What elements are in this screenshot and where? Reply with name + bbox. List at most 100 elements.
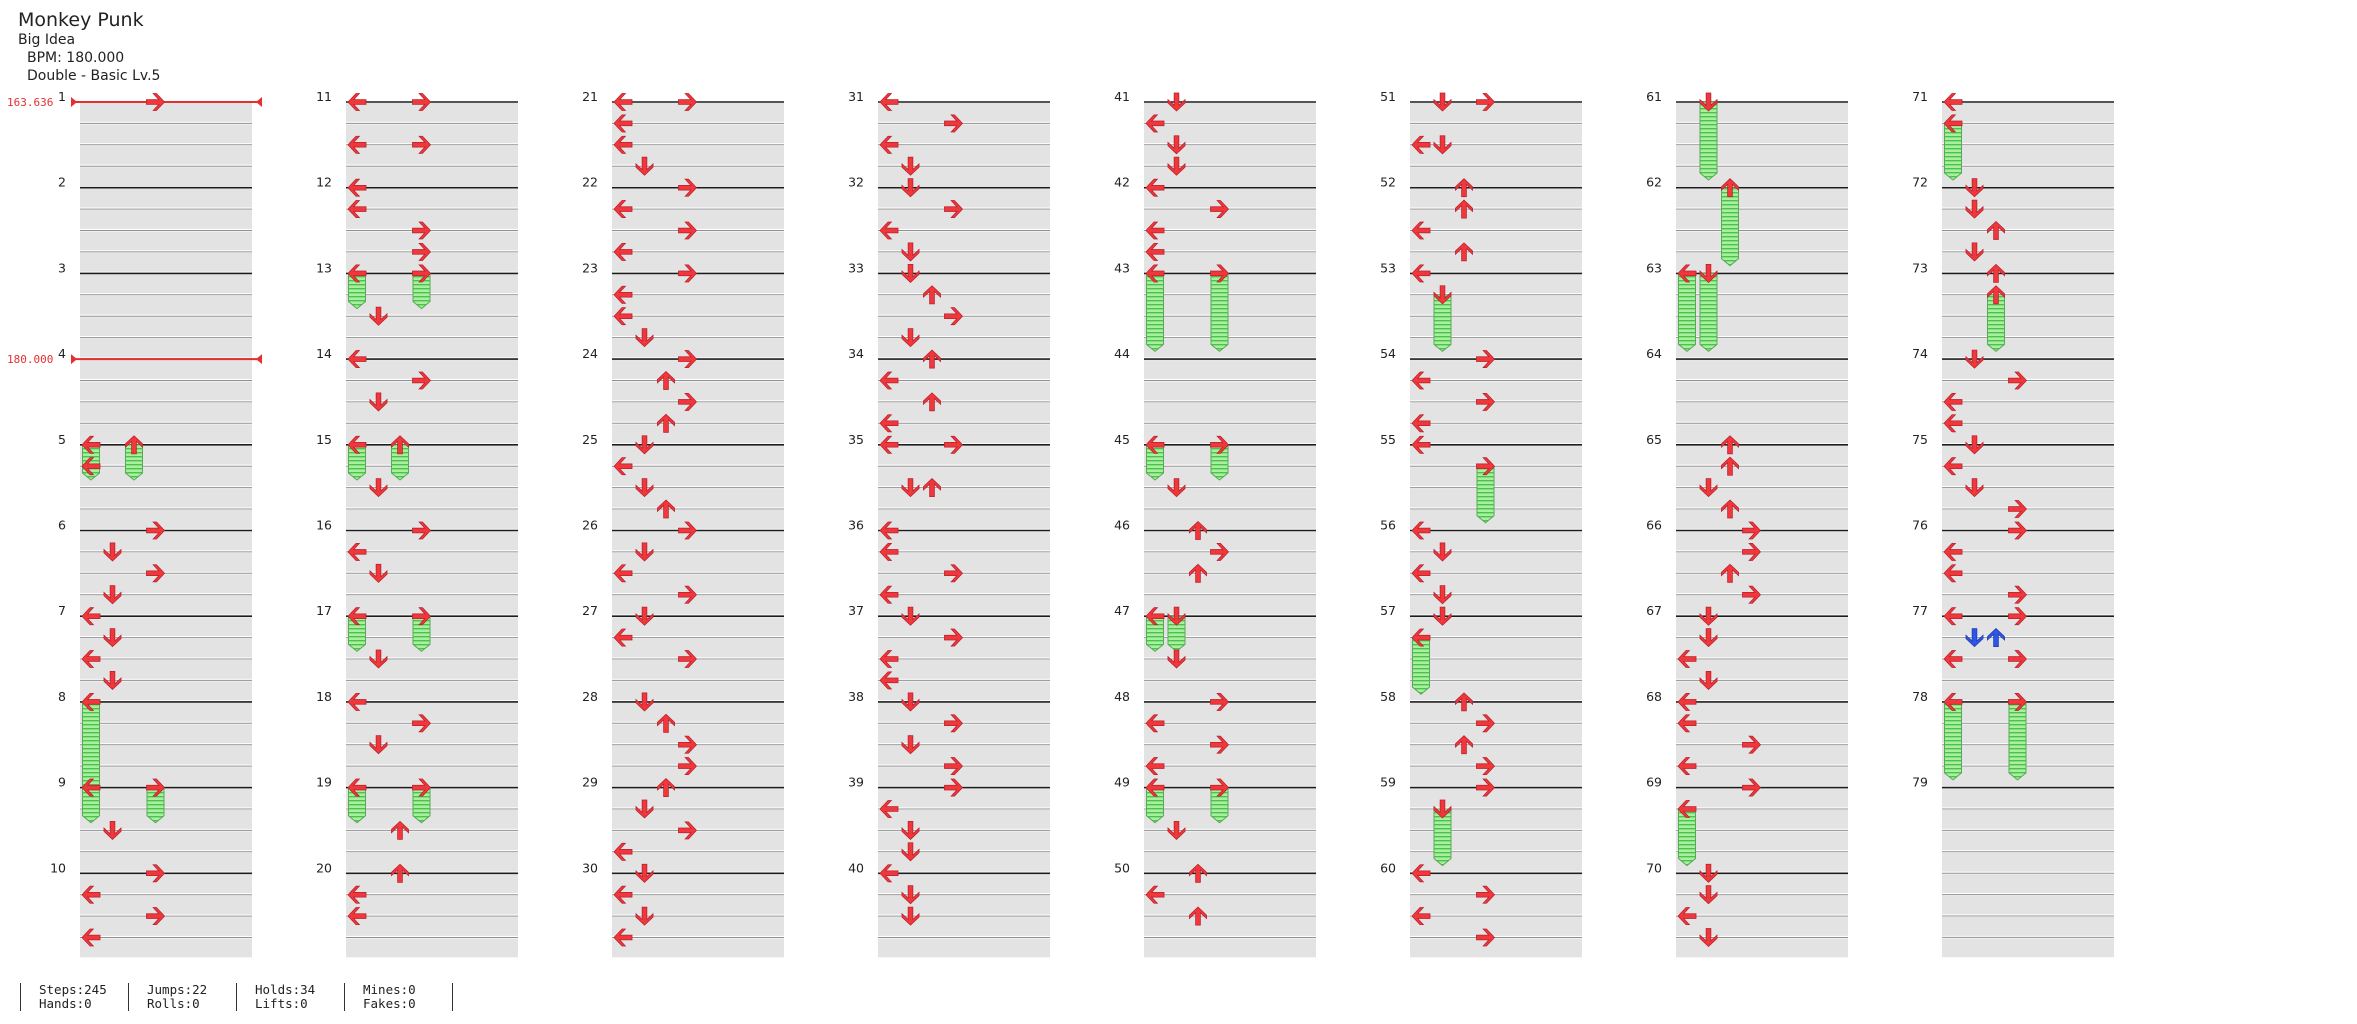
beat-band [878,124,1050,144]
arrow-up-icon [1455,242,1473,262]
measure-5: 5 [58,432,252,529]
measure-66: 66 [1646,518,1848,615]
beat-band [878,510,1050,529]
arrow-down-icon [369,306,388,326]
beat-band [80,445,252,465]
beat-band [612,317,784,336]
arrow-down-icon [635,156,654,176]
arrow-left-icon [81,435,101,454]
beat-band [1676,745,1848,765]
beat-band [1942,167,2114,186]
arrow-right-icon [678,178,698,197]
beat-band [1410,660,1582,679]
arrow-left-icon [81,885,101,904]
measure-number: 29 [582,775,598,790]
arrow-down-icon [1433,135,1452,155]
measure-69: 69 [1646,775,1848,872]
measure-number: 13 [316,260,332,275]
arrow-left-icon [613,200,633,219]
measure-32: 32 [848,175,1050,272]
measure-number: 38 [848,689,864,704]
arrow-right-icon [1210,200,1230,219]
measure-54: 54 [1380,346,1582,444]
arrow-left-icon [81,778,101,797]
hold-body [146,787,165,824]
beat-band [1410,488,1582,508]
song-title: Monkey Punk [18,9,144,31]
arrow-left-icon [1677,692,1697,711]
beat-band [1410,831,1582,851]
beat-band [1676,488,1848,508]
beat-band [878,595,1050,615]
beat-band [1676,917,1848,936]
arrow-left-icon [879,800,899,818]
beat-band [1676,660,1848,679]
bpm-change-marker: 163.636 [7,96,262,109]
beat-band [346,317,518,336]
measure-number: 79 [1912,775,1928,790]
measure-number: 24 [582,346,598,361]
chart-difficulty-label: Double - Basic Lv.5 [27,68,161,84]
arrow-down-icon [369,478,388,498]
beat-band [346,488,518,508]
measure-10: 10 [50,860,252,958]
hold-body [348,272,366,310]
measure-64: 64 [1646,346,1848,444]
arrow-left-icon [879,221,899,240]
arrow-left-icon [613,628,633,647]
beat-band [878,574,1050,594]
beat-band [1144,938,1316,958]
arrow-right-icon [2008,650,2028,668]
beat-band [1144,103,1316,122]
measure-17: 17 [316,603,518,701]
beat-band [878,210,1050,229]
measure-number: 49 [1114,775,1130,790]
beat-band [1144,788,1316,808]
beat-band [1144,874,1316,894]
arrow-left-icon [1943,607,1963,626]
measure-79: 79 [1912,775,2114,872]
hold-body [1210,444,1229,481]
arrow-up-icon [657,713,675,733]
arrow-right-icon [1742,778,1762,797]
beat-band [1676,360,1848,379]
beat-band [1410,381,1582,401]
beat-band [612,124,784,144]
beat-band [612,295,784,315]
bpm-end-tick [256,354,262,365]
arrow-up-icon [1987,285,2005,305]
measure-42: 42 [1114,175,1316,272]
beat-band [346,188,518,208]
beat-band [612,660,784,679]
beat-band [612,895,784,915]
beat-band [1144,767,1316,786]
beat-band [1144,252,1316,272]
arrow-up-icon [657,413,675,433]
bpm-change-value: 163.636 [7,96,53,109]
arrow-right-icon [1476,457,1496,476]
arrow-left-icon [1411,264,1431,283]
arrow-left-icon [347,885,367,904]
beat-band [1410,788,1582,808]
beat-band [878,810,1050,829]
arrow-up-icon [1455,199,1473,219]
arrow-down-icon [103,585,122,605]
measure-23: 23 [582,260,784,358]
beat-band [346,467,518,486]
beat-band [80,788,252,808]
measure-3: 3 [58,260,252,358]
arrow-right-icon [1476,778,1496,797]
beat-band [1676,402,1848,422]
arrow-down-icon [901,906,920,926]
measure-number: 62 [1646,175,1662,190]
measure-21: 21 [582,89,784,186]
arrow-down-icon [103,670,122,690]
arrow-down-icon [1167,156,1186,176]
beat-band [612,852,784,872]
beat-band [612,745,784,765]
arrow-down-icon [901,178,920,198]
beat-band [346,810,518,829]
beat-band [1410,338,1582,358]
beat-band [1676,103,1848,122]
beat-band [1144,338,1316,358]
